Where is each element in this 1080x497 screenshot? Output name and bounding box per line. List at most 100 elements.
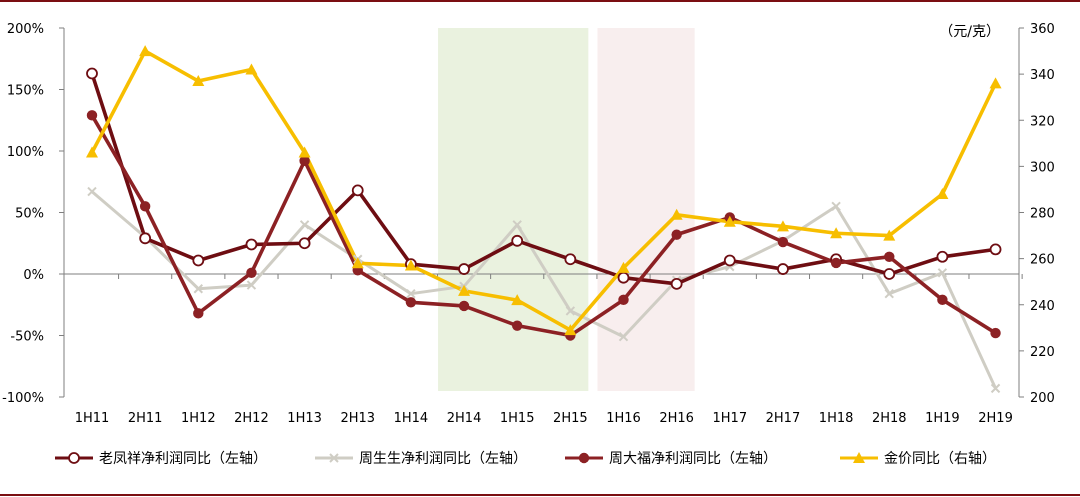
data-point: [618, 294, 629, 306]
data-point: [853, 452, 865, 463]
data-point: [299, 155, 310, 167]
data-point: [192, 254, 205, 267]
data-point: [937, 268, 948, 278]
data-point: [990, 327, 1001, 339]
data-point: [139, 232, 152, 245]
x-tick-label: 1H13: [287, 411, 322, 426]
x-tick-label: 1H11: [75, 411, 110, 426]
data-point: [831, 201, 841, 212]
series-markers-3: [86, 110, 1001, 341]
x-tick-label: 2H18: [872, 411, 907, 426]
data-point: [617, 271, 630, 284]
data-point: [564, 253, 577, 266]
data-point: [298, 146, 311, 158]
data-point: [618, 332, 629, 342]
series-line-2: [91, 190, 997, 390]
right-tick-label: 220: [1030, 345, 1055, 360]
legend-item-4: 金价同比（右轴）: [840, 451, 996, 467]
left-tick-label: 200%: [7, 22, 44, 37]
data-point: [86, 67, 98, 80]
data-point: [776, 220, 789, 232]
x-tick-label: 2H15: [553, 411, 588, 426]
data-point: [830, 227, 843, 239]
data-point: [245, 63, 258, 75]
right-tick-label: 360: [1030, 22, 1055, 37]
series-markers-4: [86, 45, 1002, 336]
data-point: [884, 251, 895, 262]
data-point: [246, 280, 257, 290]
legend: 老凤祥净利润同比（左轴） 周生生净利润同比（左轴） 周大福净利润同比（左轴） 金价同比…: [55, 451, 996, 467]
right-tick-label: 300: [1030, 160, 1055, 175]
right-tick-label: 280: [1030, 207, 1055, 222]
data-point: [671, 229, 682, 240]
left-tick-label: 150%: [7, 84, 44, 99]
left-tick-label: -100%: [2, 391, 44, 406]
data-point: [458, 284, 471, 296]
data-point: [670, 277, 683, 290]
series-line-3: [90, 114, 997, 338]
left-tick-label: 50%: [15, 207, 44, 222]
data-point: [723, 215, 736, 227]
legend-label: 老凤祥净利润同比（左轴）: [99, 451, 267, 467]
x-tick-label: 1H12: [181, 411, 216, 426]
x-tick-label: 1H19: [925, 411, 960, 426]
right-tick-label: 340: [1030, 68, 1055, 83]
data-point: [883, 229, 896, 241]
data-point: [351, 184, 364, 197]
data-point: [578, 452, 590, 464]
data-point: [351, 257, 364, 269]
data-point: [458, 300, 470, 312]
data-point: [937, 294, 948, 306]
data-point: [989, 77, 1002, 89]
x-tick-label: 2H16: [659, 411, 694, 426]
data-point: [723, 254, 736, 267]
right-axis-unit: （元/克）: [939, 24, 1000, 40]
legend-item-3: 周大福净利润同比（左轴）: [565, 451, 777, 467]
data-point: [458, 263, 470, 275]
data-point: [245, 238, 258, 251]
x-tick-label: 1H17: [713, 411, 748, 426]
data-point: [139, 201, 151, 212]
legend-item-1: 老凤祥净利润同比（左轴）: [55, 451, 267, 467]
x-tick-label: 2H12: [234, 411, 269, 426]
x-tick-label: 2H17: [766, 411, 801, 426]
data-point: [511, 234, 524, 247]
legend-item-2: 周生生净利润同比（左轴）: [315, 451, 527, 467]
legend-label: 周生生净利润同比（左轴）: [359, 451, 527, 467]
left-tick-label: 100%: [7, 145, 44, 160]
data-point: [936, 188, 949, 200]
shaded-region-2: [597, 28, 695, 391]
bottom-border: [0, 494, 1080, 496]
right-tick-label: 260: [1030, 253, 1055, 268]
data-point: [511, 294, 524, 306]
data-point: [617, 261, 630, 273]
data-point: [936, 250, 949, 263]
data-point: [777, 263, 789, 275]
x-tick-label: 2H14: [447, 411, 482, 426]
series-lines: [90, 49, 998, 390]
data-point: [512, 220, 522, 230]
right-tick-label: 240: [1030, 299, 1055, 314]
top-border: [0, 0, 1080, 2]
data-point: [68, 452, 80, 464]
legend-label: 金价同比（右轴）: [884, 451, 996, 467]
x-tick-label: 2H13: [340, 411, 375, 426]
data-point: [193, 284, 204, 294]
legend-label: 周大福净利润同比（左轴）: [609, 451, 777, 467]
data-point: [990, 383, 1001, 394]
left-tick-label: -50%: [10, 330, 44, 345]
tick-labels: -100% -50% 0% 50% 100% 150% 200% 200 220 240 260 28…: [2, 22, 1055, 426]
x-tick-label: 2H11: [128, 411, 163, 426]
data-point: [246, 267, 257, 278]
series-line-4: [90, 49, 998, 332]
x-tick-label: 2H19: [978, 411, 1013, 426]
data-point: [193, 308, 204, 319]
data-point: [299, 220, 310, 230]
data-point: [298, 237, 311, 250]
data-point: [884, 288, 894, 299]
data-point: [86, 110, 98, 121]
data-point: [329, 453, 339, 463]
left-tick-label: 0%: [23, 268, 44, 283]
x-tick-label: 1H18: [819, 411, 854, 426]
